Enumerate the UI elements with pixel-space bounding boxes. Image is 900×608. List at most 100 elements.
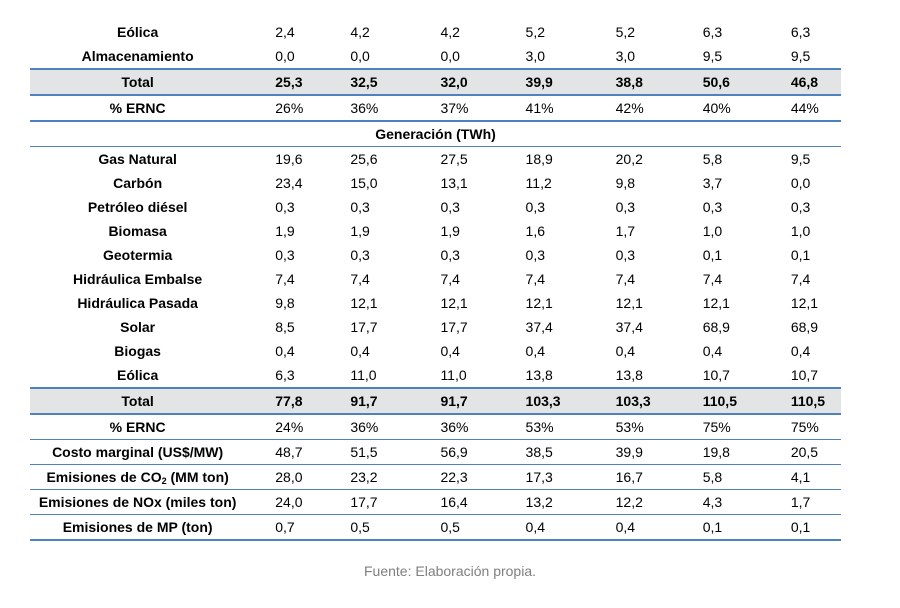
table-row: Gas Natural 19,6 25,6 27,5 18,9 20,2 5,8 9,5	[30, 147, 841, 172]
value-cell: 5,2	[615, 24, 636, 40]
value-cell: 23,4	[275, 175, 303, 191]
value-cell: 16,7	[585, 464, 671, 490]
table-row: Biogas 0,4 0,4 0,4 0,4 0,4 0,4 0,4	[30, 339, 841, 363]
value-cell: 25,6	[350, 151, 378, 167]
value-cell: 48,7	[245, 439, 331, 465]
co2-emissions-row: Emisiones de CO2 (MM ton) 28,0 23,2 22,3 17,…	[30, 464, 841, 490]
value-cell: 0,3	[525, 199, 545, 215]
value-cell: 1,9	[350, 223, 370, 239]
value-cell: 75%	[755, 414, 841, 440]
value-cell: 36%	[415, 414, 501, 440]
value-cell: 42%	[585, 95, 671, 122]
value-cell: 9,5	[790, 151, 811, 167]
value-cell: 1,9	[440, 223, 460, 239]
value-cell: 53%	[585, 414, 671, 440]
value-cell: 0,4	[275, 343, 295, 359]
value-cell: 0,5	[330, 514, 416, 541]
value-cell: 0,3	[440, 199, 460, 215]
value-cell: 53%	[500, 414, 586, 440]
row-label: Gas Natural	[98, 151, 177, 167]
table-row: Biomasa 1,9 1,9 1,9 1,6 1,7 1,0 1,0	[30, 219, 841, 243]
value-cell: 77,8	[245, 387, 331, 415]
value-cell: 4,1	[755, 464, 841, 490]
value-cell: 27,5	[440, 151, 468, 167]
value-cell: 37,4	[615, 319, 643, 335]
value-cell: 12,1	[790, 295, 819, 311]
generation-section-row: Generación (TWh)	[30, 121, 841, 147]
value-cell: 7,4	[350, 271, 370, 287]
value-cell: 6,3	[702, 24, 723, 40]
row-label: % ERNC	[30, 414, 246, 440]
value-cell: 26%	[245, 95, 331, 122]
value-cell: 4,3	[670, 489, 756, 515]
value-cell: 28,0	[245, 464, 331, 490]
value-cell: 38,5	[500, 439, 586, 465]
value-cell: 20,5	[755, 439, 841, 465]
value-cell: 0,1	[702, 247, 723, 263]
row-label: Hidráulica Pasada	[77, 295, 198, 311]
value-cell: 1,0	[790, 223, 811, 239]
value-cell: 10,7	[702, 367, 730, 383]
value-cell: 10,7	[790, 367, 819, 383]
generation-ernc-row: % ERNC 24% 36% 36% 53% 53% 75% 75%	[30, 414, 841, 440]
value-cell: 41%	[500, 95, 586, 122]
value-cell: 56,9	[415, 439, 501, 465]
value-cell: 4,2	[350, 24, 370, 40]
value-cell: 0,3	[615, 199, 636, 215]
row-label: Hidráulica Embalse	[73, 271, 203, 287]
value-cell: 9,8	[275, 295, 295, 311]
value-cell: 12,1	[440, 295, 468, 311]
value-cell: 46,8	[755, 68, 841, 96]
value-cell: 19,6	[275, 151, 303, 167]
value-cell: 11,0	[440, 367, 467, 383]
value-cell: 22,3	[415, 464, 501, 490]
value-cell: 12,1	[525, 295, 553, 311]
value-cell: 7,4	[702, 271, 723, 287]
value-cell: 50,6	[670, 68, 756, 96]
row-label: Eólica	[117, 24, 159, 40]
value-cell: 91,7	[415, 387, 501, 415]
value-cell: 13,2	[500, 489, 586, 515]
value-cell: 0,0	[440, 48, 460, 64]
value-cell: 51,5	[330, 439, 416, 465]
capacity-total-row: Total 25,3 32,5 32,0 39,9 38,8 50,6 46,8	[30, 68, 841, 96]
row-label: Total	[30, 68, 246, 96]
value-cell: 0,3	[525, 247, 545, 263]
value-cell: 5,8	[670, 464, 756, 490]
value-cell: 18,9	[525, 151, 553, 167]
value-cell: 110,5	[670, 387, 756, 415]
value-cell: 25,3	[245, 68, 331, 96]
row-label: Geotermia	[103, 247, 173, 263]
row-label: Solar	[120, 319, 156, 335]
table-row: Petróleo diésel 0,3 0,3 0,3 0,3 0,3 0,3 0,3	[30, 195, 841, 219]
value-cell: 0,7	[245, 514, 331, 541]
value-cell: 40%	[670, 95, 756, 122]
generation-total-row: Total 77,8 91,7 91,7 103,3 103,3 110,5 110,5	[30, 387, 841, 415]
value-cell: 0,0	[350, 48, 370, 64]
value-cell: 44%	[755, 95, 841, 122]
value-cell: 32,0	[415, 68, 501, 96]
value-cell: 0,4	[500, 514, 586, 541]
value-cell: 9,5	[790, 48, 811, 64]
value-cell: 1,7	[615, 223, 636, 239]
value-cell: 19,8	[670, 439, 756, 465]
value-cell: 23,2	[330, 464, 416, 490]
value-cell: 103,3	[585, 387, 671, 415]
row-label: Petróleo diésel	[87, 199, 188, 215]
value-cell: 13,1	[440, 175, 468, 191]
table-row: Eólica 2,4 4,2 4,2 5,2 5,2 6,3 6,3	[30, 20, 841, 44]
value-cell: 0,3	[440, 247, 460, 263]
value-cell: 32,5	[330, 68, 416, 96]
value-cell: 8,5	[275, 319, 295, 335]
row-label: Emisiones de CO2 (MM ton)	[30, 464, 246, 490]
value-cell: 16,4	[415, 489, 501, 515]
value-cell: 39,9	[500, 68, 586, 96]
value-cell: 0,3	[790, 199, 811, 215]
table-row: Hidráulica Pasada 9,8 12,1 12,1 12,1 12,1 12,1…	[30, 291, 841, 315]
marginal-cost-row: Costo marginal (US$/MW) 48,7 51,5 56,9 38,5 3…	[30, 439, 841, 465]
value-cell: 9,5	[702, 48, 723, 64]
row-label: Biogas	[114, 343, 161, 359]
value-cell: 20,2	[615, 151, 643, 167]
row-label: Emisiones de MP (ton)	[30, 514, 246, 541]
